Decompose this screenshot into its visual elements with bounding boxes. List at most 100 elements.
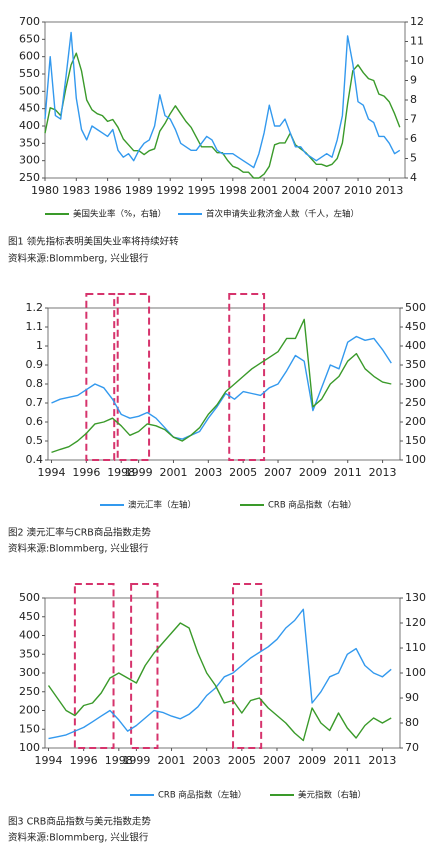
highlight-box	[116, 293, 151, 461]
y-tick-label: 650	[19, 32, 40, 45]
y-tick-label: 450	[19, 102, 40, 115]
y2-tick-label: 150	[405, 434, 426, 447]
figure-source: 资料来源:Blommberg, 兴业银行	[8, 253, 149, 265]
figure-source: 资料来源:Blommberg, 兴业银行	[8, 543, 149, 555]
x-tick-label: 1980	[31, 184, 59, 197]
legend-label: 美元指数（右轴）	[298, 790, 366, 801]
x-tick-label: 2009	[299, 466, 327, 479]
y-tick-label: 350	[19, 136, 40, 149]
y-tick-label: 300	[19, 154, 40, 167]
x-tick-label: 2003	[194, 466, 222, 479]
x-tick-label: 2011	[333, 754, 361, 767]
y2-tick-label: 120	[405, 616, 426, 629]
x-tick-label: 1999	[122, 754, 150, 767]
y-tick-label: 400	[19, 629, 40, 642]
y2-tick-label: 200	[405, 415, 426, 428]
y2-tick-label: 400	[405, 339, 426, 352]
highlight-box	[228, 293, 266, 461]
y-tick-label: 200	[19, 704, 40, 717]
y-tick-label: 350	[19, 647, 40, 660]
y-tick-label: 400	[19, 119, 40, 132]
x-tick-label: 2005	[228, 754, 256, 767]
x-tick-label: 2007	[313, 184, 341, 197]
y2-tick-label: 10	[410, 54, 424, 67]
x-tick-label: 1998	[107, 466, 135, 479]
y2-tick-label: 4	[410, 171, 417, 184]
y2-tick-label: 90	[405, 691, 419, 704]
x-tick-label: 2007	[264, 466, 292, 479]
y2-tick-label: 5	[410, 152, 417, 165]
y-tick-label: 500	[19, 84, 40, 97]
x-tick-label: 2011	[334, 466, 362, 479]
x-tick-label: 2013	[375, 184, 403, 197]
x-tick-label: 2001	[159, 466, 187, 479]
series-line	[48, 608, 392, 740]
series-line	[44, 52, 401, 179]
x-tick-label: 2004	[281, 184, 309, 197]
y-tick-label: 250	[19, 685, 40, 698]
x-tick-label: 1994	[37, 466, 65, 479]
y-tick-label: 1.1	[26, 320, 44, 333]
y-tick-label: 0.7	[26, 396, 44, 409]
legend-label: 澳元汇率（左轴）	[128, 500, 196, 511]
figure-caption: 图3 CRB商品指数与美元指数走势	[8, 816, 151, 828]
x-tick-label: 2003	[193, 754, 221, 767]
legend-label: CRB 商品指数（右轴）	[268, 500, 356, 511]
y-tick-label: 1	[36, 339, 43, 352]
y-tick-label: 600	[19, 50, 40, 63]
y-tick-label: 100	[19, 741, 40, 754]
y2-tick-label: 250	[405, 396, 426, 409]
highlight-box	[85, 293, 116, 461]
plot-frame	[47, 307, 401, 461]
y2-tick-label: 130	[405, 591, 426, 604]
x-tick-label: 2009	[298, 754, 326, 767]
highlight-box	[130, 583, 159, 749]
y2-tick-label: 110	[405, 641, 426, 654]
x-tick-label: 2007	[263, 754, 291, 767]
figure-caption: 图1 领先指标表明美国失业率将持续好转	[8, 236, 179, 248]
y-tick-label: 250	[19, 171, 40, 184]
y-tick-label: 0.8	[26, 377, 44, 390]
x-tick-label: 1998	[105, 754, 133, 767]
plot-frame	[44, 597, 401, 749]
y2-tick-label: 80	[405, 716, 419, 729]
y-tick-label: 1.2	[26, 301, 44, 314]
series-line	[44, 31, 401, 169]
series-line	[51, 318, 392, 454]
figure-caption: 图2 澳元汇率与CRB商品指数走势	[8, 527, 151, 539]
series-line	[51, 335, 392, 440]
x-tick-label: 1992	[156, 184, 184, 197]
x-tick-label: 1998	[219, 184, 247, 197]
legend-label: 首次申请失业救济金人数（千人，左轴）	[206, 209, 359, 220]
y2-tick-label: 350	[405, 358, 426, 371]
x-tick-label: 1994	[35, 754, 63, 767]
x-tick-label: 2010	[344, 184, 372, 197]
y-tick-label: 500	[19, 591, 40, 604]
x-tick-label: 1989	[125, 184, 153, 197]
y2-tick-label: 7	[410, 113, 417, 126]
y2-tick-label: 300	[405, 377, 426, 390]
x-tick-label: 1996	[70, 754, 98, 767]
y2-tick-label: 500	[405, 301, 426, 314]
y-tick-label: 0.9	[26, 358, 44, 371]
figure-source: 资料来源:Blommberg, 兴业银行	[8, 832, 149, 844]
y2-tick-label: 12	[410, 15, 424, 28]
series-line	[47, 622, 392, 742]
y2-tick-label: 100	[405, 666, 426, 679]
x-tick-label: 1996	[72, 466, 100, 479]
y2-tick-label: 100	[405, 453, 426, 466]
y-tick-label: 550	[19, 67, 40, 80]
x-tick-label: 1995	[188, 184, 216, 197]
y2-tick-label: 6	[410, 132, 417, 145]
y2-tick-label: 70	[405, 741, 419, 754]
x-tick-label: 1983	[62, 184, 90, 197]
y-tick-label: 0.6	[26, 415, 44, 428]
legend-label: CRB 商品指数（左轴）	[158, 790, 246, 801]
x-tick-label: 2001	[250, 184, 278, 197]
plot-frame	[44, 21, 406, 179]
x-tick-label: 2013	[369, 466, 397, 479]
y2-tick-label: 8	[410, 93, 417, 106]
legend-label: 美国失业率（%，右轴）	[73, 209, 166, 220]
y2-tick-label: 9	[410, 74, 417, 87]
